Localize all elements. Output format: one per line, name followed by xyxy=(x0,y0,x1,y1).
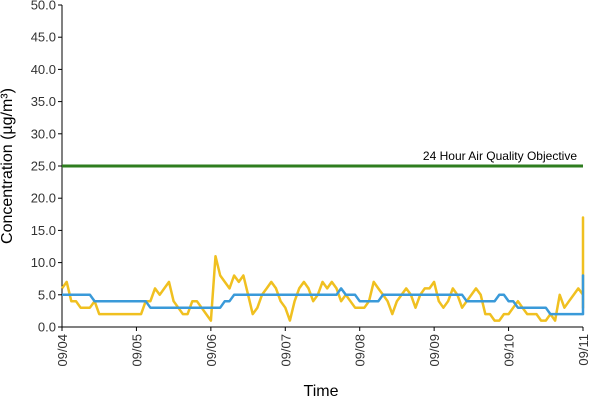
y-tick-label: 25.0 xyxy=(31,159,56,174)
y-tick-label: 20.0 xyxy=(31,191,56,206)
y-tick-label: 30.0 xyxy=(31,126,56,141)
y-tick-labels: 0.0 5.0 10.0 15.0 20.0 25.0 30.0 35.0 40.0 45.0 50… xyxy=(31,0,56,335)
y-tick-label: 45.0 xyxy=(31,30,56,45)
objective-label: 24 Hour Air Quality Objective xyxy=(423,149,577,163)
x-tick-label: 09/10 xyxy=(502,334,517,367)
y-tick-label: 15.0 xyxy=(31,223,56,238)
x-tick-label: 09/07 xyxy=(278,334,293,367)
series-lines xyxy=(60,216,585,322)
y-tick-label: 5.0 xyxy=(38,287,56,302)
series-line-1 xyxy=(60,216,585,322)
x-tick-label: 09/04 xyxy=(55,334,70,367)
y-axis-title: Concentration (µg/m³) xyxy=(0,88,16,244)
y-tick-label: 10.0 xyxy=(31,255,56,270)
x-tick-label: 09/11 xyxy=(576,334,591,366)
x-axis-title: Time xyxy=(304,383,339,400)
y-tick-label: 0.0 xyxy=(38,320,56,335)
y-axis-ticks xyxy=(58,4,62,328)
x-tick-labels: 09/04 09/05 09/06 09/07 09/08 09/09 09/10 09/11 xyxy=(55,334,591,367)
x-axis-ticks xyxy=(61,327,584,331)
x-tick-label: 09/05 xyxy=(129,334,144,367)
y-tick-label: 35.0 xyxy=(31,94,56,109)
x-tick-label: 09/08 xyxy=(353,334,368,367)
x-tick-label: 09/06 xyxy=(204,334,219,367)
y-tick-label: 50.0 xyxy=(31,0,56,13)
x-tick-label: 09/09 xyxy=(427,334,442,367)
series-line-2 xyxy=(62,274,585,316)
y-tick-label: 40.0 xyxy=(31,62,56,77)
